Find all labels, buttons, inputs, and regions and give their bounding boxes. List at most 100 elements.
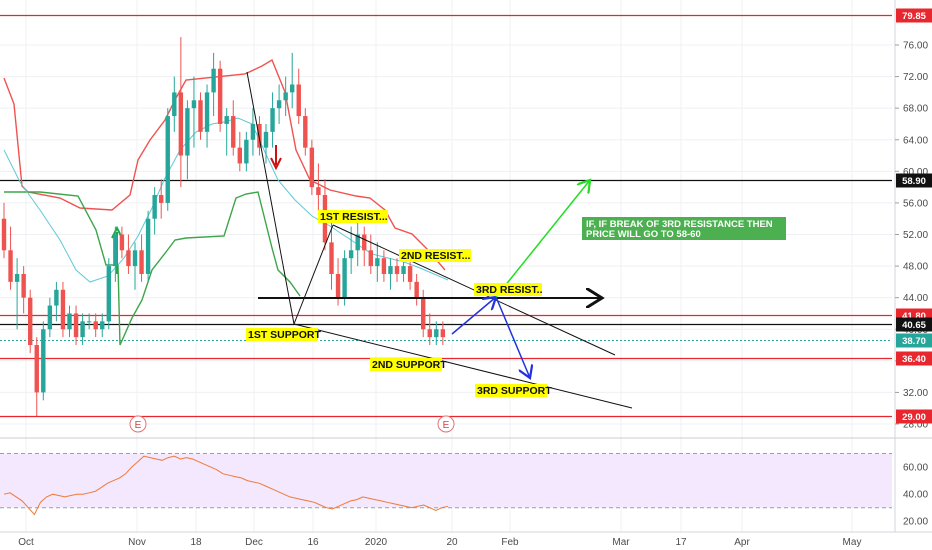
time-axis-label: 17	[675, 537, 687, 548]
axis-tick-label: 64.00	[903, 135, 928, 146]
time-axis-label: Apr	[734, 537, 750, 548]
horizontal-levels	[0, 14, 892, 418]
event-marker-label: E	[135, 420, 142, 431]
candle-body	[407, 266, 413, 282]
annotation-box	[399, 249, 471, 262]
price-label: 58.90	[902, 176, 926, 187]
axis-tick-label: 56.00	[903, 198, 928, 209]
time-axis-label: Oct	[18, 537, 34, 548]
candle-body	[303, 116, 308, 148]
oscillator-tick-label: 20.00	[903, 517, 928, 528]
annotation-box	[475, 384, 547, 397]
candle-body	[159, 195, 164, 203]
event-marker	[437, 415, 455, 433]
candle-body	[198, 100, 203, 132]
axis-tick-label: 52.00	[903, 230, 928, 241]
candle-body	[440, 329, 446, 338]
price-label-box	[896, 333, 932, 348]
price-label: 79.85	[902, 11, 926, 22]
candle-body	[73, 313, 79, 338]
time-axis-label: Nov	[128, 537, 146, 548]
candle-body	[191, 100, 197, 109]
price-label-box	[896, 351, 932, 366]
candle-body	[276, 100, 282, 109]
candle-body	[283, 92, 288, 101]
time-axis-label: 20	[446, 537, 458, 548]
time-axis-label: 18	[190, 537, 202, 548]
candle-body	[145, 218, 151, 274]
candle-body	[250, 123, 256, 140]
annotation-label: 2ND SUPPORT	[372, 359, 447, 371]
candle-body	[434, 329, 439, 338]
annotation-label: 1ST SUPPORT	[248, 329, 322, 341]
candle-body	[28, 297, 33, 346]
axis-tick-label: 60.00	[903, 167, 928, 178]
candle-body	[368, 250, 373, 267]
candle-body	[14, 273, 20, 282]
price-label: 36.40	[902, 354, 926, 365]
candle-body	[224, 116, 229, 124]
price-label-box	[896, 173, 932, 188]
candle-body	[257, 123, 262, 148]
price-label-box	[896, 317, 932, 332]
trendline-decline	[246, 71, 295, 325]
info-box-line: IF, IF BREAK OF 3RD RESISTANCE THEN	[586, 219, 773, 230]
green-arrow-target	[495, 180, 590, 298]
candle-body	[217, 68, 223, 124]
candle-body	[47, 305, 53, 330]
candle-body	[335, 273, 341, 298]
candle-body	[100, 321, 105, 330]
candle-body	[388, 266, 393, 274]
price-label: 29.00	[902, 412, 926, 423]
candle-body	[427, 329, 432, 338]
candle-body	[21, 273, 26, 298]
candle-body	[113, 234, 118, 267]
annotation-label: 1ST RESIST...	[320, 211, 388, 223]
candle-body	[41, 329, 46, 393]
candle-body	[355, 234, 360, 251]
time-axis-label: 2020	[365, 537, 388, 548]
oscillator-pane: 60.00 40.00 20.00	[0, 437, 932, 528]
candle-body	[401, 266, 406, 274]
blue-arrow-up	[451, 297, 496, 335]
price-label: 41.80	[902, 311, 926, 322]
axis-tick-label: 68.00	[903, 104, 928, 115]
annotation-label: 3RD RESIST..	[476, 284, 543, 296]
annotation-box	[246, 328, 318, 341]
price-axis: 28.0032.0036.0040.0044.0048.0052.0056.00…	[894, 0, 928, 532]
candle-body	[34, 345, 39, 393]
candle-body	[139, 250, 144, 274]
time-axis-label: Mar	[612, 537, 630, 548]
candle-body	[316, 187, 321, 196]
candle-body	[375, 258, 380, 267]
candle-body	[290, 84, 295, 93]
candle-body	[80, 321, 85, 338]
annotation-box	[370, 358, 442, 371]
lower-band-line	[4, 191, 301, 346]
info-box-line: PRICE WILL GO TO 58-60	[586, 229, 701, 240]
axis-tick-label: 28.00	[903, 420, 928, 431]
moving-average-line	[3, 117, 449, 283]
oscillator-line	[3, 455, 449, 516]
axis-tick-label: 44.00	[903, 293, 928, 304]
annotations: 1ST RESIST... 2ND RESIST... 3RD RESIST.. 1S…	[246, 210, 786, 397]
price-label-box	[896, 409, 932, 424]
time-axis-label: Dec	[245, 537, 263, 548]
candle-body	[421, 297, 426, 330]
info-box	[582, 217, 786, 240]
price-label: 40.65	[902, 320, 926, 331]
candle-body	[86, 321, 92, 323]
time-axis-label: Feb	[501, 537, 519, 548]
candle-body	[126, 250, 131, 267]
trendline-rebound	[293, 224, 334, 325]
time-axis-label: May	[843, 537, 862, 548]
candle-body	[165, 116, 170, 203]
candle-body	[296, 84, 301, 117]
candle-body	[178, 92, 184, 156]
candle-body	[67, 313, 72, 330]
annotation-label: 2ND RESIST...	[401, 250, 471, 262]
